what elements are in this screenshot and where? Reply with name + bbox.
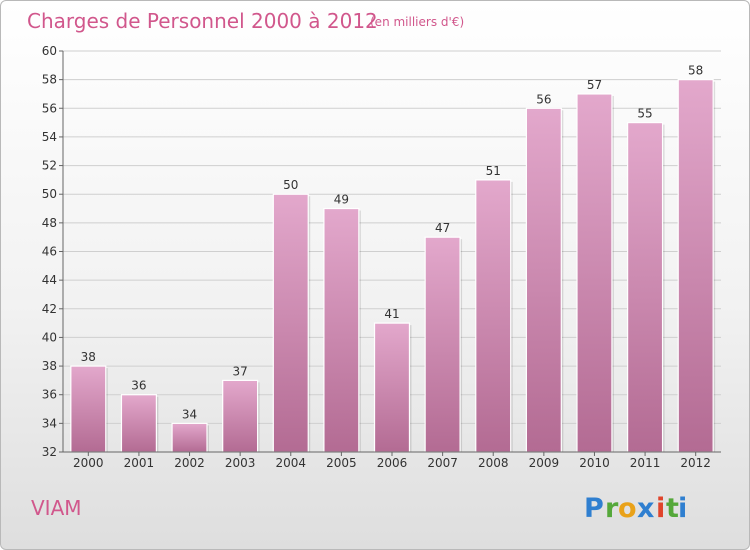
bar-2001 bbox=[120, 394, 157, 453]
commune-name: VIAM bbox=[31, 496, 82, 520]
chart-title: Charges de Personnel 2000 à 2012 bbox=[27, 9, 378, 33]
x-tick-label: 2004 bbox=[275, 456, 306, 470]
x-tick-label: 2003 bbox=[225, 456, 256, 470]
axis-layer: 32 34 36 38 40 42 44 46 48 50 52 54 56 58 60 2000 2001 20… bbox=[42, 44, 721, 470]
y-tick-label: 52 bbox=[42, 159, 57, 173]
y-tick-label: 54 bbox=[42, 130, 57, 144]
bar-2002 bbox=[171, 422, 208, 453]
logo-letter: r bbox=[605, 493, 619, 524]
logo-letter: x bbox=[637, 493, 654, 524]
y-tick-label: 56 bbox=[42, 101, 57, 115]
bar-2006 bbox=[373, 322, 411, 453]
logo-letter: P bbox=[584, 493, 604, 524]
bar-2007 bbox=[424, 236, 461, 453]
x-tick-label: 2006 bbox=[377, 456, 408, 470]
logo-letter: o bbox=[618, 493, 637, 524]
bar-2011 bbox=[627, 122, 664, 453]
bar-2008 bbox=[475, 179, 512, 453]
logo-letter: i bbox=[656, 493, 665, 524]
y-tick-label: 60 bbox=[42, 44, 57, 58]
value-label: 50 bbox=[283, 178, 298, 192]
value-label: 51 bbox=[486, 164, 501, 178]
value-label: 37 bbox=[233, 364, 248, 378]
bar-2005 bbox=[323, 207, 360, 453]
value-label: 47 bbox=[435, 221, 450, 235]
y-tick-label: 38 bbox=[42, 359, 57, 373]
value-label: 56 bbox=[536, 92, 551, 106]
x-tick-label: 2010 bbox=[579, 456, 610, 470]
value-label: 57 bbox=[587, 78, 602, 92]
x-tick-label: 2011 bbox=[630, 456, 661, 470]
y-tick-label: 48 bbox=[42, 216, 57, 230]
value-label: 38 bbox=[81, 350, 96, 364]
y-tick-label: 42 bbox=[42, 302, 57, 316]
bar-2004 bbox=[272, 193, 309, 453]
y-tick-label: 58 bbox=[42, 73, 57, 87]
bar-2003 bbox=[222, 379, 259, 453]
logo-letter: i bbox=[678, 493, 687, 524]
y-tick-label: 44 bbox=[42, 273, 57, 287]
bar-2012 bbox=[677, 79, 714, 453]
bar-2009 bbox=[525, 107, 562, 453]
chart-subtitle: (en milliers d'€) bbox=[370, 15, 464, 29]
value-label: 58 bbox=[688, 64, 703, 78]
value-label: 34 bbox=[182, 407, 197, 421]
y-tick-label: 46 bbox=[42, 245, 57, 259]
x-tick-label: 2007 bbox=[427, 456, 458, 470]
y-tick-label: 50 bbox=[42, 187, 57, 201]
x-tick-label: 2009 bbox=[529, 456, 560, 470]
value-label: 49 bbox=[334, 193, 349, 207]
y-tick-label: 34 bbox=[42, 416, 57, 430]
bars-layer: 38 36 34 37 50 49 41 47 51 56 57 55 58 bbox=[70, 64, 716, 453]
value-label: 41 bbox=[384, 307, 399, 321]
bar-2010 bbox=[576, 93, 613, 453]
logo-letter: t bbox=[666, 493, 679, 524]
x-tick-label: 2000 bbox=[73, 456, 104, 470]
y-tick-label: 32 bbox=[42, 445, 57, 459]
x-tick-label: 2008 bbox=[478, 456, 509, 470]
x-tick-label: 2012 bbox=[680, 456, 711, 470]
x-tick-label: 2001 bbox=[124, 456, 155, 470]
bar-2000 bbox=[70, 365, 107, 453]
value-label: 36 bbox=[131, 379, 146, 393]
y-tick-label: 36 bbox=[42, 388, 57, 402]
x-tick-label: 2002 bbox=[174, 456, 205, 470]
value-label: 55 bbox=[637, 107, 652, 121]
y-tick-label: 40 bbox=[42, 330, 57, 344]
x-tick-label: 2005 bbox=[326, 456, 357, 470]
